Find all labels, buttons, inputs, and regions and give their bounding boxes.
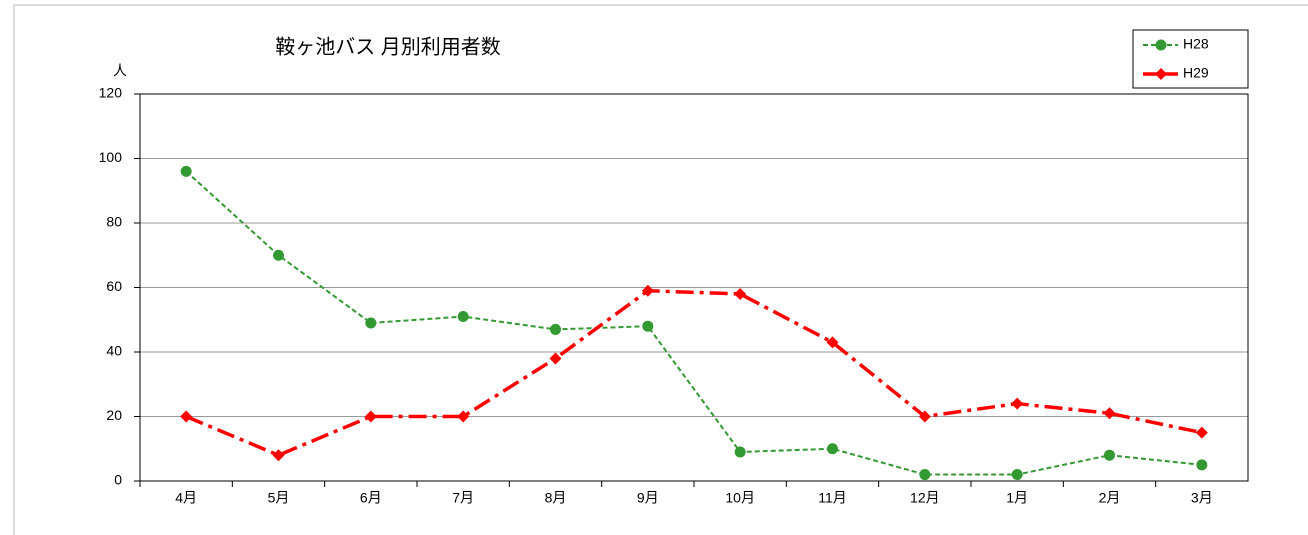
y-tick-label: 100	[99, 149, 123, 165]
x-tick-label: 10月	[725, 490, 755, 506]
x-tick-label: 6月	[360, 490, 382, 506]
data-point	[273, 249, 284, 261]
chart-title: 鞍ヶ池バス 月別利用者数	[275, 35, 501, 58]
data-point	[918, 410, 931, 423]
data-point	[272, 449, 285, 462]
y-tick-label: 0	[114, 472, 122, 488]
series-line	[185, 170, 1202, 476]
data-point	[734, 287, 747, 300]
data-point	[457, 410, 470, 423]
data-point	[919, 469, 931, 481]
chart-frame	[13, 4, 1308, 535]
legend-box	[1132, 29, 1249, 89]
data-point	[180, 165, 192, 177]
y-tick-label: 120	[99, 85, 123, 101]
data-point	[457, 311, 469, 323]
y-tick-label: 60	[106, 278, 122, 294]
x-tick-label: 4月	[175, 490, 197, 506]
data-point	[827, 443, 838, 455]
data-point	[826, 336, 839, 349]
data-point	[1104, 449, 1115, 461]
data-point	[1196, 459, 1208, 471]
y-tick-label: 80	[106, 214, 122, 230]
data-point	[1103, 407, 1116, 420]
data-point	[734, 446, 746, 458]
legend-marker	[1155, 39, 1167, 51]
x-tick-label: 1月	[1006, 490, 1028, 506]
legend-marker	[1155, 68, 1167, 80]
data-point	[641, 284, 654, 297]
series-line	[185, 288, 1203, 458]
x-tick-label: 7月	[452, 490, 474, 506]
data-point	[642, 320, 654, 332]
data-point	[364, 410, 377, 423]
y-tick-label: 40	[106, 343, 122, 359]
x-tick-label: 12月	[910, 490, 940, 506]
data-point	[180, 410, 193, 423]
y-axis-label: 人	[113, 63, 127, 79]
data-point	[1195, 426, 1208, 439]
x-tick-label: 2月	[1099, 490, 1121, 506]
x-tick-label: 3月	[1191, 490, 1213, 506]
data-point	[550, 323, 561, 335]
data-point	[1011, 397, 1024, 410]
legend-label: H29	[1183, 65, 1209, 81]
data-point	[365, 317, 377, 329]
x-tick-label: 9月	[637, 490, 659, 506]
data-point	[1011, 469, 1023, 481]
y-tick-label: 20	[106, 407, 122, 423]
legend-label: H28	[1183, 36, 1209, 52]
x-tick-label: 11月	[818, 490, 847, 506]
data-point	[549, 352, 562, 365]
x-tick-label: 5月	[268, 490, 290, 506]
x-tick-label: 8月	[545, 490, 567, 506]
